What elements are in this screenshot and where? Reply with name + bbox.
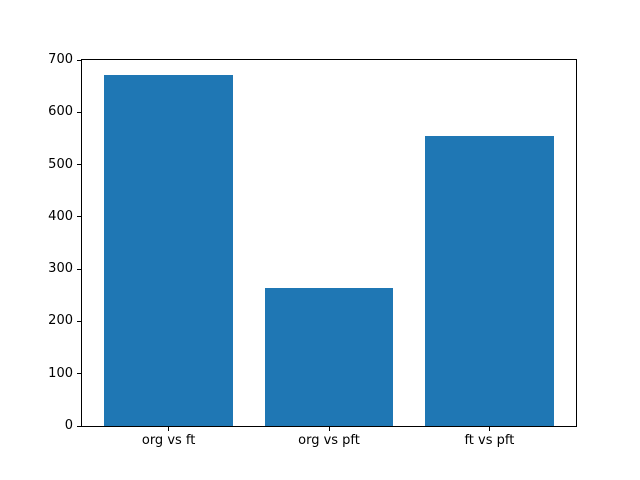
x-tick-label: ft vs pft <box>464 433 515 448</box>
y-tick-label: 200 <box>48 313 73 329</box>
y-tick-label: 500 <box>48 156 73 172</box>
bar-org-vs-pft <box>264 287 394 426</box>
y-tick-mark <box>77 425 81 427</box>
y-tick-label: 100 <box>48 365 73 381</box>
x-tick-mark <box>168 427 170 431</box>
y-tick-mark <box>77 320 81 322</box>
x-tick-label: org vs pft <box>298 433 360 448</box>
plot-area <box>81 59 577 427</box>
bars-container <box>82 60 576 426</box>
y-tick-mark <box>77 111 81 113</box>
y-tick-label: 300 <box>48 261 73 277</box>
x-tick-label: org vs ft <box>141 433 196 448</box>
y-tick-mark <box>77 59 81 61</box>
y-tick-label: 400 <box>48 208 73 224</box>
y-tick-mark <box>77 373 81 375</box>
y-tick-mark <box>77 268 81 270</box>
bar-ft-vs-pft <box>425 135 554 426</box>
y-tick-mark <box>77 216 81 218</box>
bar-org-vs-ft <box>104 75 233 426</box>
x-tick-mark <box>328 427 330 431</box>
y-tick-label: 700 <box>48 52 73 67</box>
y-tick-label: 0 <box>64 418 73 433</box>
y-tick-mark <box>77 164 81 166</box>
x-tick-mark <box>488 427 490 431</box>
y-tick-label: 600 <box>48 104 73 120</box>
